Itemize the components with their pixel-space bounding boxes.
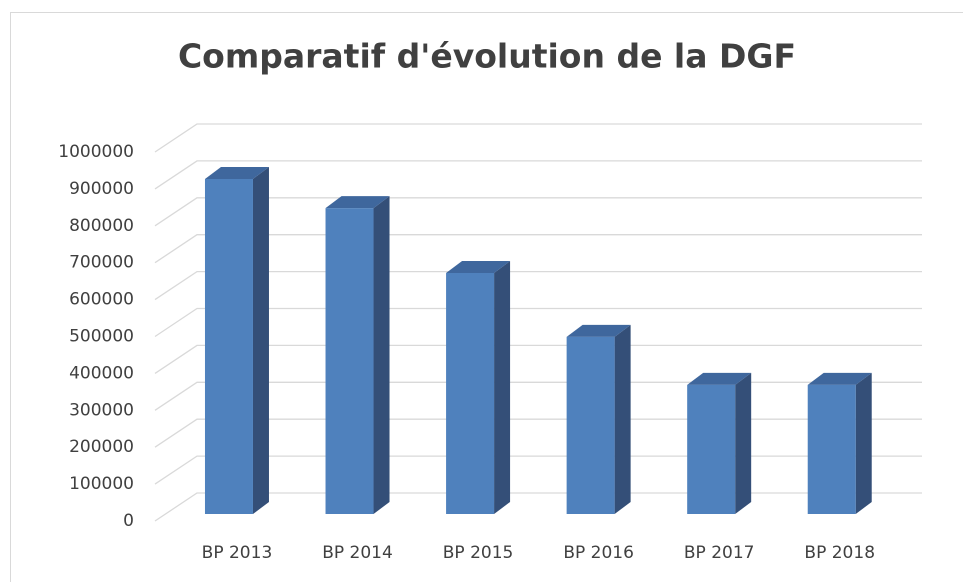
bar-side (252, 166, 269, 514)
x-tick-label: BP 2014 (322, 543, 393, 563)
grid-line (154, 418, 922, 448)
grid-line (154, 344, 922, 374)
grid-line (154, 234, 922, 264)
y-tick-label: 900000 (69, 179, 134, 199)
bar (446, 261, 511, 514)
bar-side (735, 372, 752, 514)
bar-side (855, 372, 872, 514)
grid-line (154, 492, 922, 522)
bar-front (446, 273, 495, 514)
bar-top (807, 372, 872, 385)
bar-front (687, 384, 736, 514)
y-tick-label: 0 (123, 511, 134, 531)
bar-side (494, 261, 511, 514)
bar-top (446, 261, 511, 274)
y-tick-label: 600000 (69, 290, 134, 310)
grid-line (154, 197, 922, 227)
x-tick-label: BP 2015 (443, 543, 514, 563)
y-tick-label: 400000 (69, 363, 134, 383)
y-tick-label: 100000 (69, 474, 134, 494)
bar-front (807, 384, 856, 514)
grid-line (154, 123, 922, 153)
bar (566, 324, 631, 514)
y-tick-label: 800000 (69, 216, 134, 236)
chart-title: Comparatif d'évolution de la DGF (178, 37, 796, 76)
x-tick-label: BP 2016 (563, 543, 634, 563)
x-tick-label: BP 2017 (684, 543, 755, 563)
bar-front (204, 178, 253, 514)
bar (325, 196, 390, 514)
bar-top (204, 166, 269, 179)
y-tick-label: 500000 (69, 327, 134, 347)
grid-line (154, 307, 922, 338)
grid-line (154, 381, 922, 411)
bar-front (325, 208, 374, 514)
bar-top (325, 196, 390, 209)
bar (204, 166, 269, 514)
y-tick-label: 300000 (69, 400, 134, 420)
x-tick-label: BP 2013 (202, 543, 273, 563)
bar (807, 372, 872, 514)
y-tick-label: 200000 (69, 437, 134, 457)
grid-line (154, 160, 922, 190)
bar-top (687, 372, 752, 385)
bar-side (373, 196, 390, 514)
y-tick-label: 1000000 (58, 142, 134, 162)
bar-top (566, 324, 631, 337)
bar-front (566, 336, 615, 514)
grid-line (154, 270, 922, 301)
bar (687, 372, 752, 514)
bar-side (614, 324, 631, 514)
y-tick-label: 700000 (69, 253, 134, 273)
grid-line (154, 455, 922, 485)
x-tick-label: BP 2018 (804, 543, 875, 563)
